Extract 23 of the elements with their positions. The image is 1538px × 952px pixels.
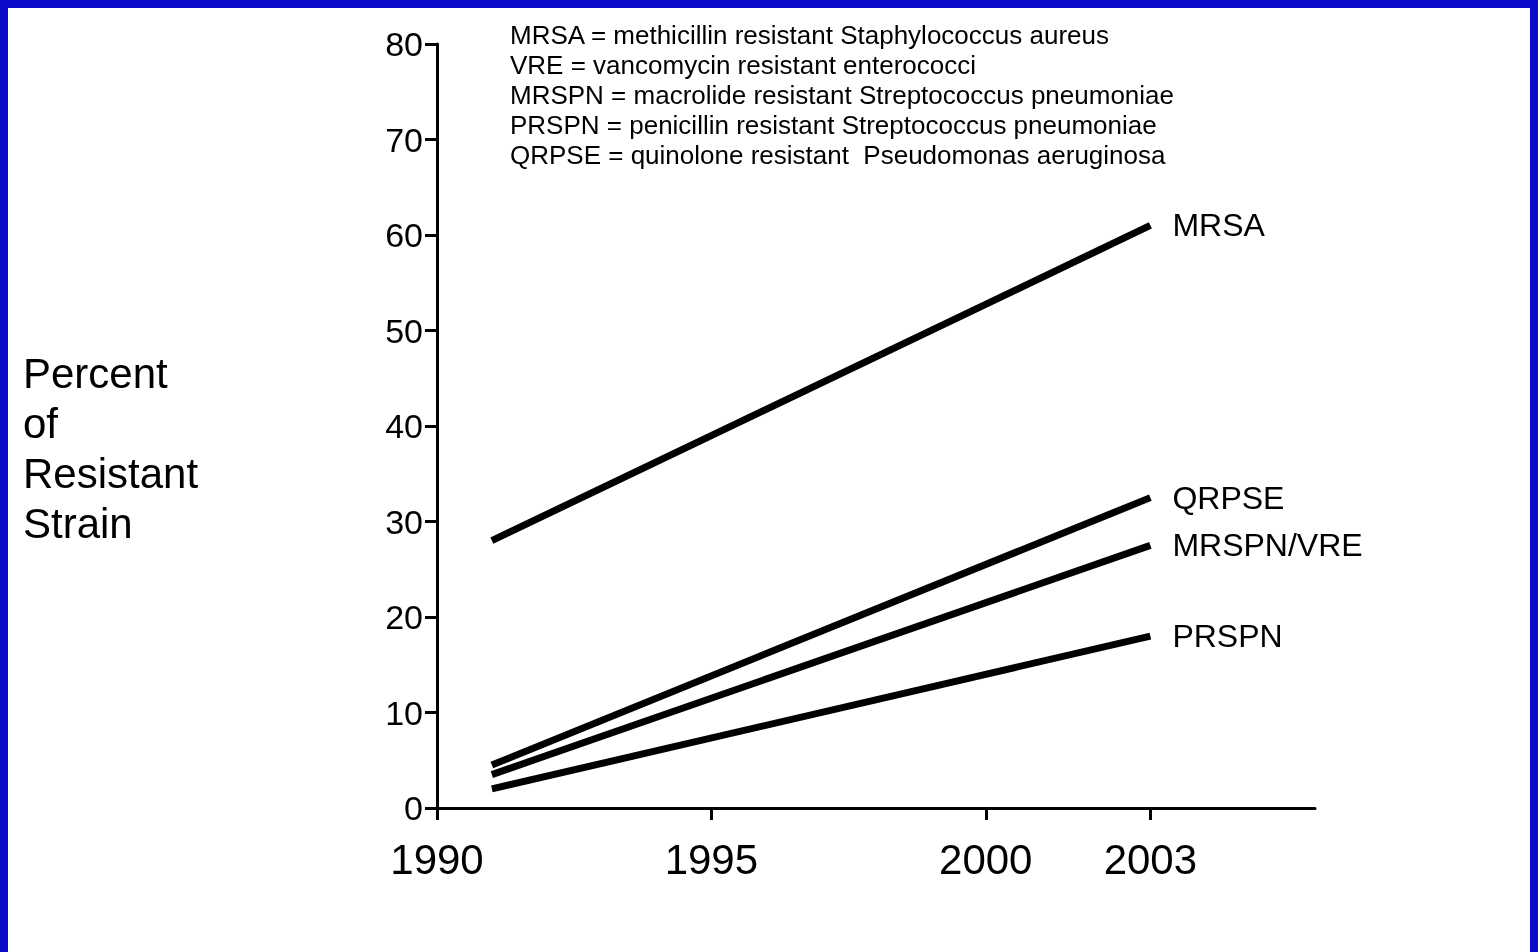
y-tick-label: 10	[385, 693, 423, 732]
y-tick-label: 20	[385, 598, 423, 636]
y-tick-label: 50	[385, 311, 423, 350]
y-tick-label: 40	[385, 407, 423, 445]
y-tick-label: 60	[385, 216, 423, 254]
x-tick-label: 2000	[939, 835, 1033, 883]
series-label: PRSPN	[1172, 618, 1283, 655]
y-tick-label: 80	[385, 25, 423, 63]
x-tick-label: 1995	[664, 835, 759, 883]
series-label: MRSPN/VRE	[1172, 527, 1363, 564]
annotation: MRSPN = macrolide resistant Streptococcus pneumoniae	[510, 80, 1175, 110]
y-tick-label: 30	[385, 502, 423, 541]
series-label: MRSA	[1172, 207, 1266, 244]
annotation: PRSPN = penicillin resistant Streptococcus pneumoniae	[510, 110, 1157, 140]
annotation: MRSA = methicillin resistant Staphylococcus aureus	[510, 20, 1109, 50]
annotation: QRPSE = quinolone resistant Pseudomonas aeruginosa	[510, 140, 1166, 170]
y-tick-label: 0	[404, 789, 423, 827]
x-tick-label: 1990	[390, 835, 484, 883]
y-tick-label: 70	[385, 120, 423, 159]
series-label: QRPSE	[1172, 479, 1285, 516]
x-tick-label: 2003	[1103, 835, 1198, 883]
y-axis-title: Percent of Resistant Strain	[23, 349, 210, 547]
annotation: VRE = vancomycin resistant enterococci	[510, 50, 977, 80]
